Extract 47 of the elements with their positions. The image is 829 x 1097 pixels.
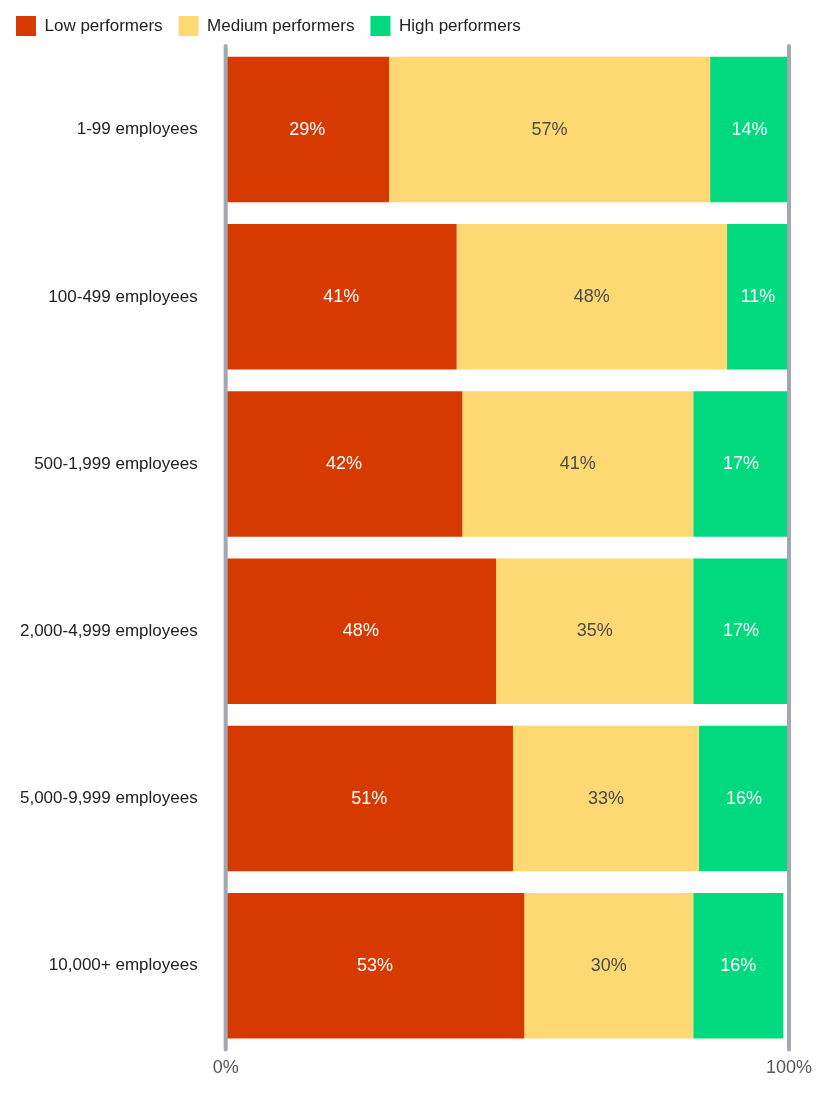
x-tick-label: 100% <box>765 1057 813 1078</box>
data-label: 51% <box>351 787 388 808</box>
y-tick-label: 10,000+ employees <box>48 955 198 975</box>
data-label: 11% <box>740 285 776 306</box>
y-tick-label: 2,000-4,999 employees <box>19 621 198 640</box>
bar <box>496 558 694 705</box>
data-label: 17% <box>723 453 760 474</box>
data-label: 35% <box>576 620 613 641</box>
data-label: 30% <box>590 954 627 975</box>
data-label: 17% <box>723 620 760 641</box>
legend-label: Medium performers <box>207 15 355 35</box>
y-tick-label: 100-499 employees <box>48 286 198 306</box>
data-label: 42% <box>325 453 362 474</box>
data-label: 48% <box>573 285 610 306</box>
y-tick-label: 5,000-9,999 employees <box>19 788 198 808</box>
bar <box>225 558 497 705</box>
data-label: 41% <box>559 453 596 474</box>
bar <box>225 725 513 872</box>
bar <box>389 56 711 203</box>
bar <box>693 558 789 705</box>
bar <box>456 224 728 370</box>
legend-label: Low performers <box>44 15 163 35</box>
data-label: 33% <box>587 787 624 808</box>
data-label: 16% <box>725 787 762 808</box>
y-tick-label: 500-1,999 employees <box>34 453 198 473</box>
bar <box>225 56 390 203</box>
data-label: 29% <box>289 118 326 139</box>
data-label: 41% <box>323 285 360 306</box>
bar <box>698 725 789 872</box>
data-label: 14% <box>731 118 768 139</box>
x-tick-label: 0% <box>212 1057 239 1078</box>
bar <box>710 56 789 203</box>
bar <box>225 391 463 537</box>
bar <box>225 893 525 1039</box>
bar <box>225 224 457 370</box>
data-label: 53% <box>356 954 393 975</box>
data-label: 48% <box>342 620 379 641</box>
data-label: 16% <box>720 954 757 975</box>
legend-label: High performers <box>398 15 521 35</box>
bar <box>524 893 694 1039</box>
bar <box>462 391 694 537</box>
bar <box>727 224 789 370</box>
y-tick-label: 1-99 employees <box>76 119 198 139</box>
bar <box>512 725 699 872</box>
bar <box>693 391 789 537</box>
data-label: 57% <box>531 118 568 139</box>
bar <box>693 893 784 1039</box>
